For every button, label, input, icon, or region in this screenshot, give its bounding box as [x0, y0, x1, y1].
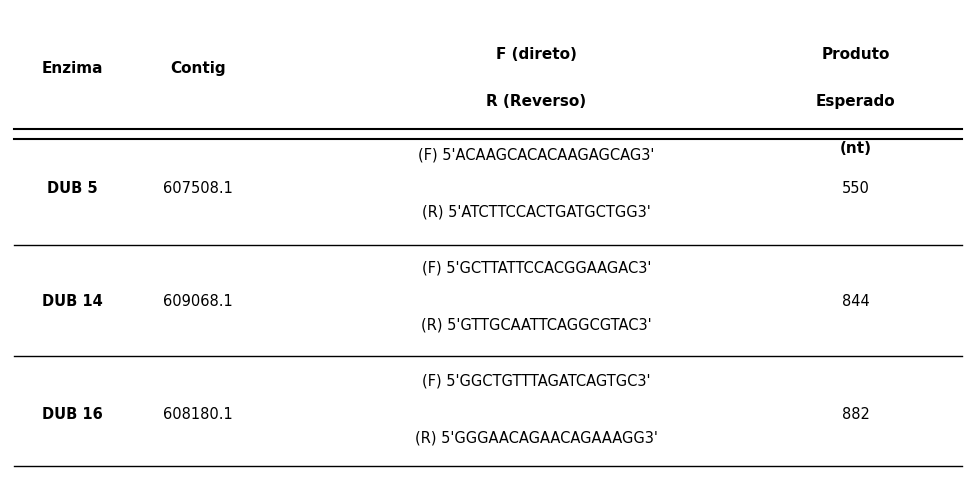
Text: Enzima: Enzima: [41, 61, 102, 76]
Text: (F) 5'GCTTATTCCACGGAAGAC3': (F) 5'GCTTATTCCACGGAAGAC3': [422, 261, 651, 276]
Text: 608180.1: 608180.1: [163, 407, 232, 422]
Text: 882: 882: [841, 407, 870, 422]
Text: 550: 550: [841, 180, 870, 196]
Text: DUB 14: DUB 14: [42, 294, 102, 309]
Text: DUB 5: DUB 5: [47, 180, 98, 196]
Text: DUB 16: DUB 16: [42, 407, 102, 422]
Text: (nt): (nt): [839, 141, 872, 156]
Text: 609068.1: 609068.1: [163, 294, 232, 309]
Text: R (Reverso): R (Reverso): [486, 94, 587, 109]
Text: Esperado: Esperado: [816, 94, 896, 109]
Text: (R) 5'ATCTTCCACTGATGCTGG3': (R) 5'ATCTTCCACTGATGCTGG3': [422, 204, 651, 219]
Text: 607508.1: 607508.1: [163, 180, 232, 196]
Text: (F) 5'ACAAGCACACAAGAGCAG3': (F) 5'ACAAGCACACAAGAGCAG3': [418, 148, 655, 163]
Text: (F) 5'GGCTGTTTAGATCAGTGC3': (F) 5'GGCTGTTTAGATCAGTGC3': [423, 374, 651, 389]
Text: Produto: Produto: [822, 47, 890, 61]
Text: Contig: Contig: [170, 61, 225, 76]
Text: 844: 844: [842, 294, 870, 309]
Text: (R) 5'GTTGCAATTCAGGCGTAC3': (R) 5'GTTGCAATTCAGGCGTAC3': [421, 317, 652, 332]
Text: F (direto): F (direto): [496, 47, 577, 61]
Text: (R) 5'GGGAACAGAACAGAAAGG3': (R) 5'GGGAACAGAACAGAAAGG3': [415, 431, 658, 445]
